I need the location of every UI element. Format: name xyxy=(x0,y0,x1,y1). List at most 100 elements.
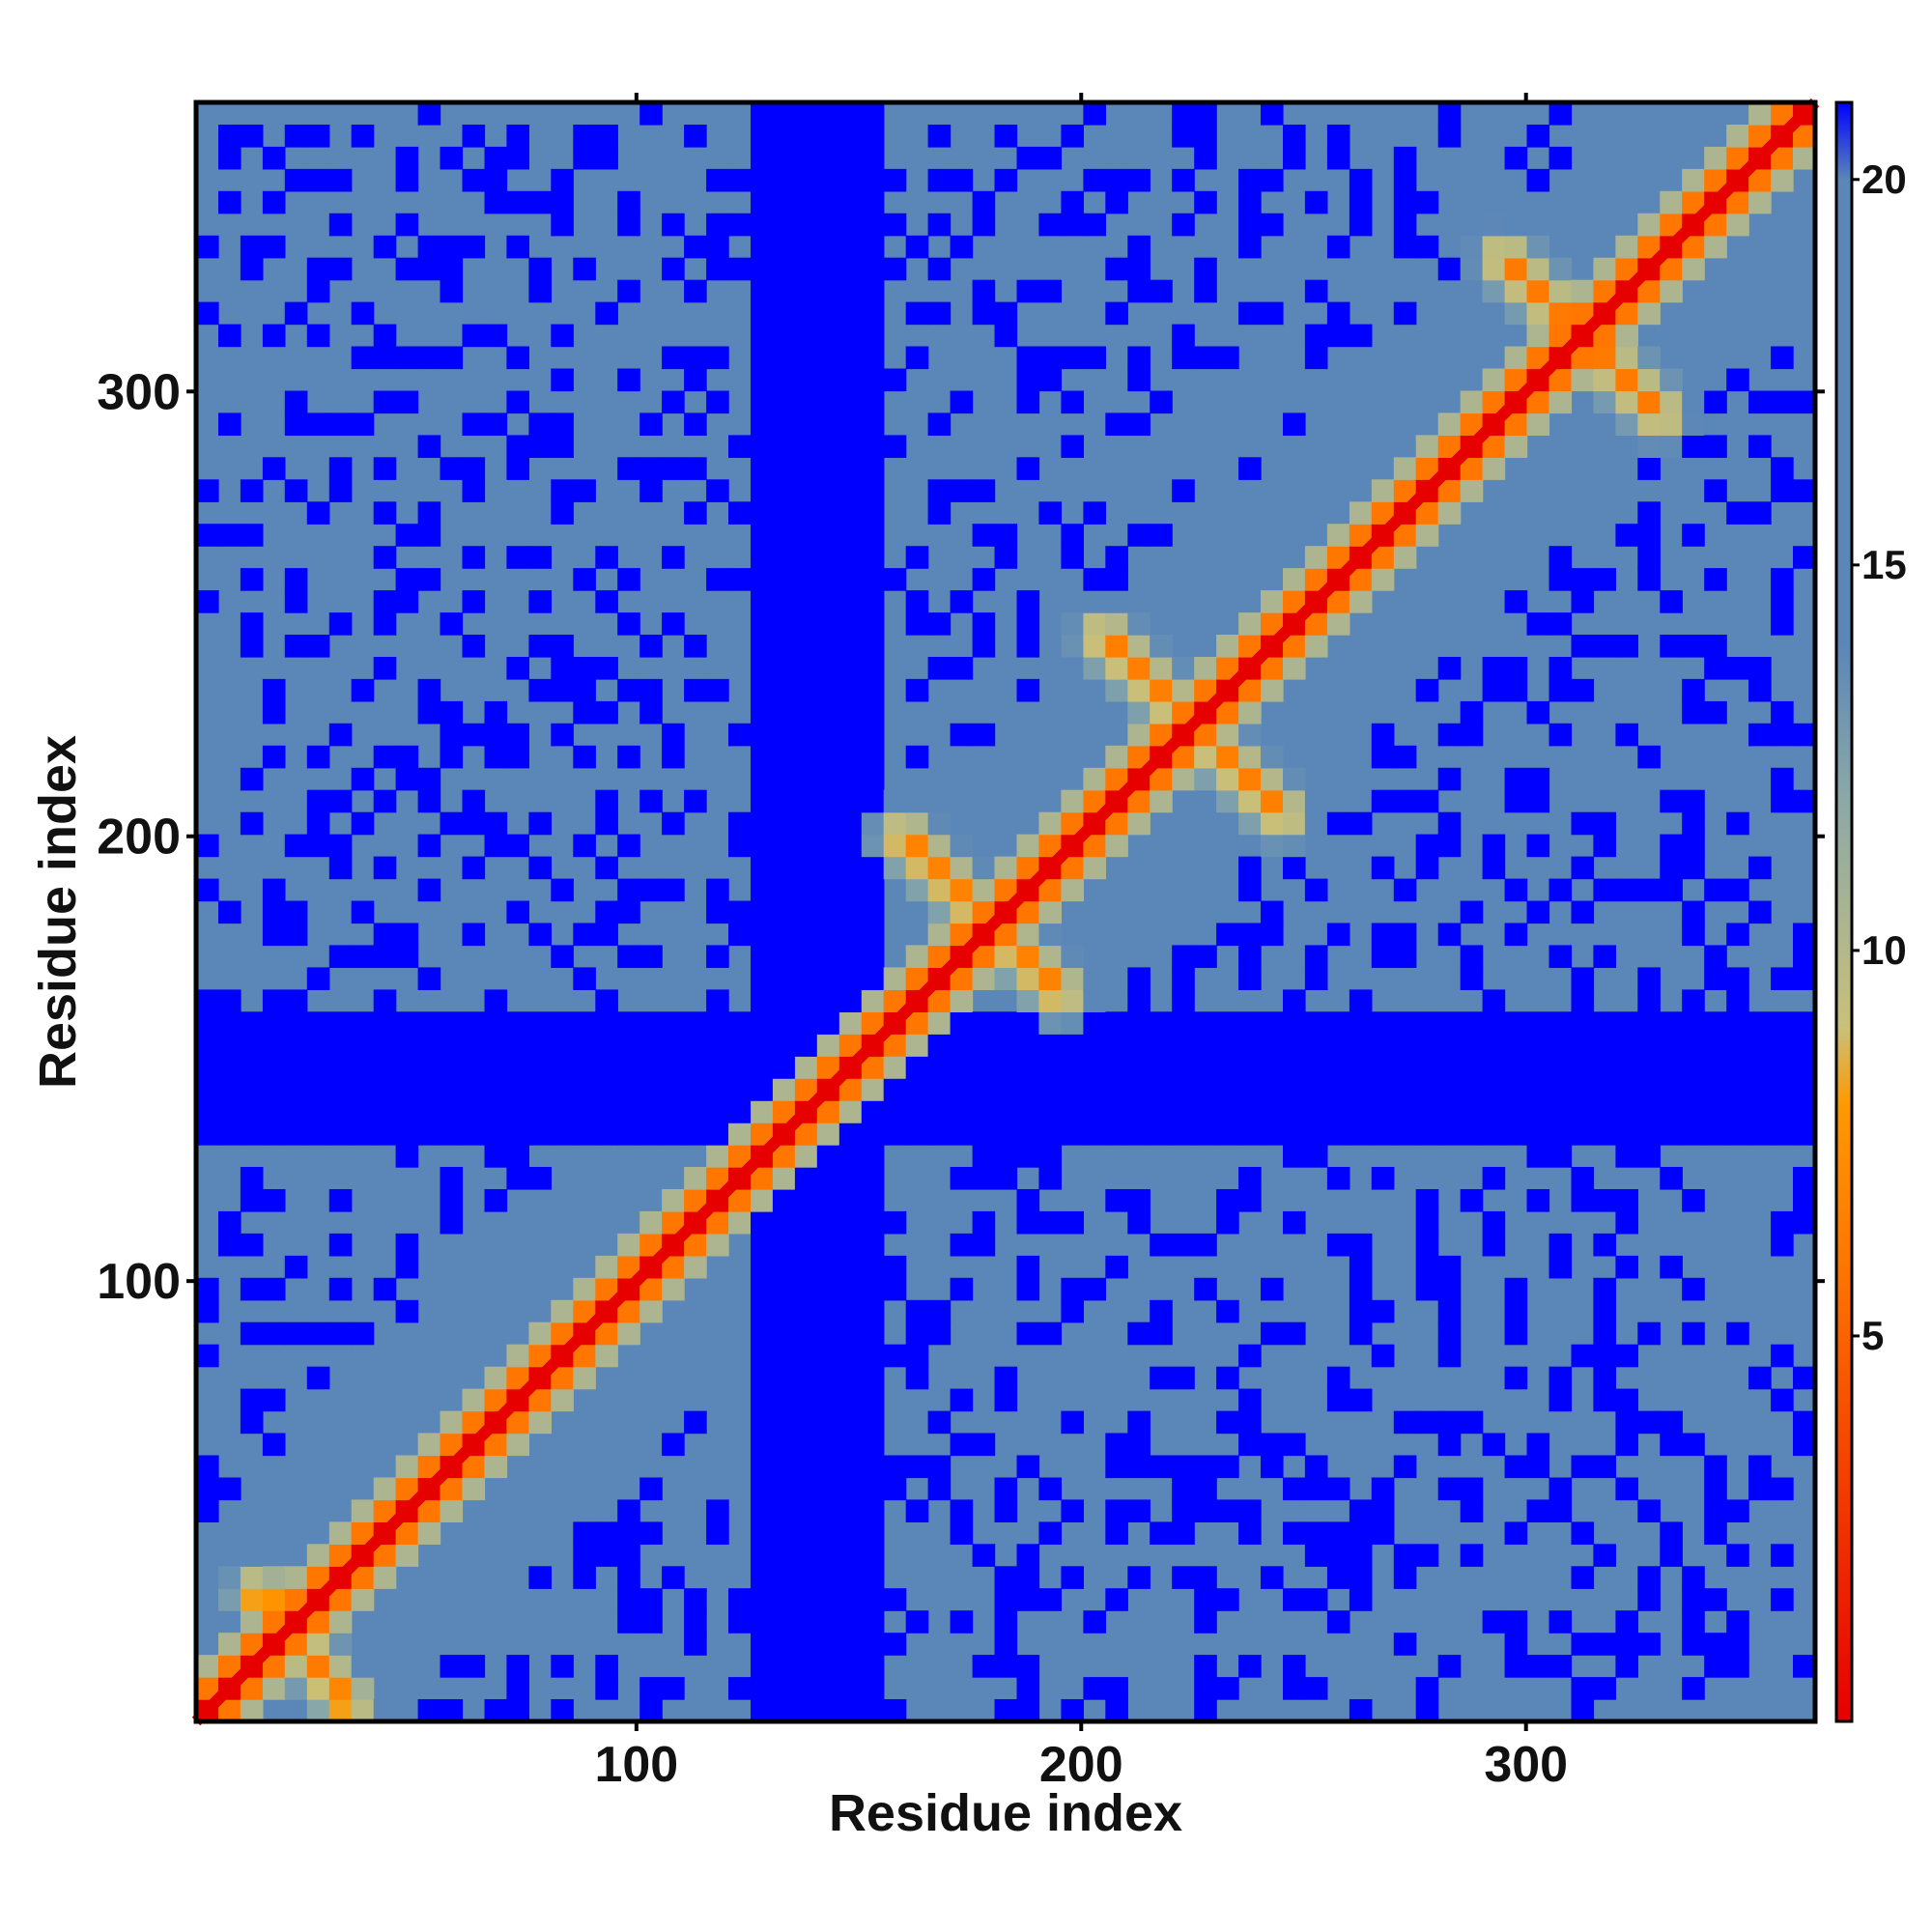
heatmap-cell xyxy=(1548,257,1573,281)
heatmap-cell xyxy=(240,1410,264,1435)
heatmap-cell xyxy=(751,125,774,148)
heatmap-cell xyxy=(816,811,840,836)
heatmap-cell xyxy=(1526,1011,1550,1035)
heatmap-cell xyxy=(662,1189,685,1212)
heatmap-cell xyxy=(1637,1566,1661,1589)
heatmap-cell xyxy=(794,524,818,547)
heatmap-cell xyxy=(1194,1566,1217,1589)
heatmap-cell xyxy=(1038,1122,1062,1146)
heatmap-cell xyxy=(1150,1056,1173,1079)
heatmap-cell xyxy=(1704,1521,1727,1545)
heatmap-cell xyxy=(1038,878,1062,902)
heatmap-cell xyxy=(728,1610,752,1634)
heatmap-cell xyxy=(551,1078,574,1101)
heatmap-cell xyxy=(816,457,840,480)
heatmap-cell xyxy=(484,1699,508,1721)
heatmap-cell xyxy=(1393,1011,1417,1035)
heatmap-cell xyxy=(506,146,529,170)
heatmap-cell xyxy=(1349,1277,1373,1301)
heatmap-cell xyxy=(1660,856,1683,880)
heatmap-cell xyxy=(838,524,863,547)
heatmap-cell xyxy=(816,1233,840,1257)
heatmap-cell xyxy=(284,1677,308,1700)
heatmap-cell xyxy=(1771,1233,1794,1257)
heatmap-cell xyxy=(1526,1455,1550,1479)
heatmap-cell xyxy=(751,1499,774,1522)
heatmap-cell xyxy=(1061,1699,1084,1721)
heatmap-cell xyxy=(506,390,529,414)
heatmap-cell xyxy=(373,1034,397,1057)
heatmap-cell xyxy=(994,1056,1018,1079)
heatmap-cell xyxy=(462,1034,486,1057)
heatmap-cell xyxy=(528,1122,552,1146)
heatmap-cell xyxy=(1571,1521,1595,1545)
heatmap-cell xyxy=(905,1056,929,1079)
heatmap-cell xyxy=(1083,967,1106,990)
heatmap-cell xyxy=(1105,412,1128,436)
heatmap-cell xyxy=(440,1499,464,1522)
heatmap-cell xyxy=(1105,1433,1128,1457)
heatmap-cell xyxy=(1682,1078,1705,1101)
heatmap-cell xyxy=(240,1610,264,1634)
heatmap-cell xyxy=(1793,1655,1815,1678)
heatmap-cell xyxy=(1437,1255,1462,1279)
heatmap-cell xyxy=(240,1078,264,1101)
heatmap-cell xyxy=(772,301,796,326)
heatmap-cell xyxy=(440,700,464,724)
heatmap-cell xyxy=(927,168,952,192)
heatmap-cell xyxy=(1038,146,1062,170)
heatmap-cell xyxy=(972,479,996,502)
heatmap-cell xyxy=(751,501,774,525)
heatmap-cell xyxy=(861,1056,885,1079)
heatmap-cell xyxy=(1261,102,1284,126)
heatmap-cell xyxy=(373,989,397,1012)
heatmap-cell xyxy=(351,125,375,148)
heatmap-cell xyxy=(1504,368,1528,392)
heatmap-cell xyxy=(751,1610,774,1634)
heatmap-cell xyxy=(706,1056,729,1079)
heatmap-cell xyxy=(794,1034,818,1057)
heatmap-cell xyxy=(306,1655,330,1678)
heatmap-cell xyxy=(905,346,929,370)
heatmap-cell xyxy=(1393,168,1417,192)
heatmap-cell xyxy=(395,1544,419,1567)
heatmap-cell xyxy=(595,811,618,836)
heatmap-cell xyxy=(1016,1321,1040,1346)
heatmap-cell xyxy=(1437,811,1462,836)
heatmap-cell xyxy=(972,1145,996,1168)
heatmap-cell xyxy=(1326,1056,1350,1079)
heatmap-cell xyxy=(1150,635,1173,658)
heatmap-cell xyxy=(328,1078,353,1101)
heatmap-cell xyxy=(284,125,308,148)
heatmap-cell xyxy=(1238,967,1262,990)
heatmap-cell xyxy=(395,745,419,769)
heatmap-cell xyxy=(838,168,863,192)
heatmap-cell xyxy=(617,745,640,769)
heatmap-cell xyxy=(1172,945,1195,968)
heatmap-cell xyxy=(794,1699,818,1721)
heatmap-cell xyxy=(1016,1566,1040,1589)
heatmap-cell xyxy=(1393,301,1417,326)
heatmap-cell xyxy=(1660,1544,1683,1567)
heatmap-cell xyxy=(751,1455,774,1479)
heatmap-cell xyxy=(728,1100,752,1123)
heatmap-cell xyxy=(440,346,464,370)
heatmap-cell xyxy=(1261,1455,1284,1479)
heatmap-cell xyxy=(1726,1122,1749,1146)
heatmap-cell xyxy=(905,1321,929,1346)
heatmap-cell xyxy=(262,1655,286,1678)
heatmap-cell xyxy=(927,1321,952,1346)
heatmap-cell xyxy=(617,1011,640,1035)
heatmap-cell xyxy=(838,789,863,813)
heatmap-cell xyxy=(1127,346,1151,370)
heatmap-cell xyxy=(905,945,929,968)
heatmap-cell xyxy=(1194,1677,1217,1700)
heatmap-cell xyxy=(1548,546,1573,569)
heatmap-cell xyxy=(218,1056,242,1079)
heatmap-cell xyxy=(1283,834,1306,858)
heatmap-cell xyxy=(1415,1100,1439,1123)
heatmap-cell xyxy=(373,1277,397,1301)
heatmap-cell xyxy=(1682,700,1705,724)
heatmap-cell xyxy=(994,856,1018,880)
heatmap-cell xyxy=(728,1145,752,1168)
